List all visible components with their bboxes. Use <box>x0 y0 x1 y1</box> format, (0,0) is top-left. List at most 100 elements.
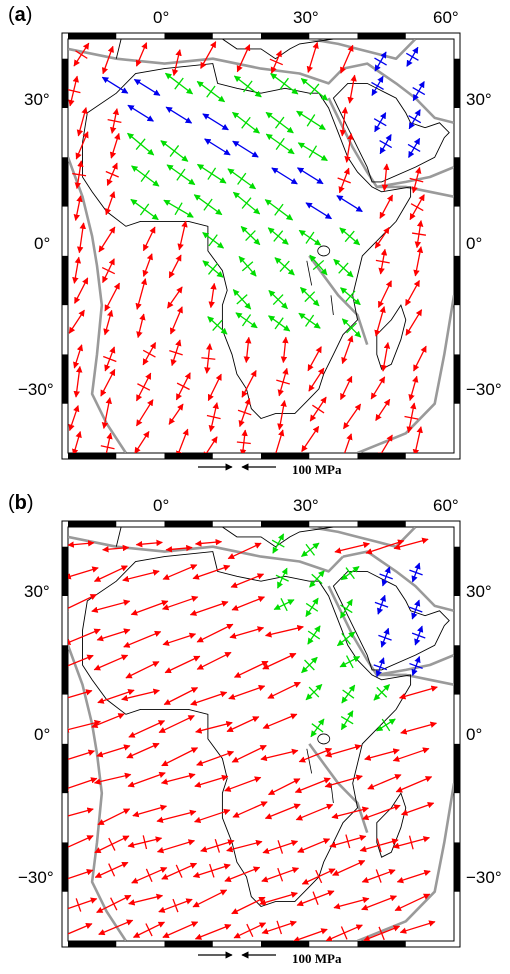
plate-boundary <box>342 62 454 125</box>
stress-axis <box>103 309 114 336</box>
stress-axis-minor <box>408 835 414 850</box>
stress-axis-minor <box>271 539 285 548</box>
stress-axis <box>68 540 95 548</box>
panel-a-letter: (a) <box>8 4 33 26</box>
stress-axis-minor <box>139 203 150 216</box>
stress-axis <box>156 809 197 823</box>
plate-boundary <box>68 156 127 453</box>
stress-axis <box>344 132 354 163</box>
stress-axis-minor <box>169 145 180 157</box>
stress-axis <box>133 78 161 96</box>
stress-axis-minor <box>108 837 116 851</box>
panel-b-lon-30-label: 30° <box>293 496 319 515</box>
arabia-coastline <box>332 570 450 671</box>
stress-axis <box>68 869 94 884</box>
stress-axis <box>336 195 363 213</box>
stress-axis <box>96 744 131 758</box>
frame-segment <box>62 842 68 892</box>
panel-b-lat-30-left: 30° <box>24 582 50 601</box>
stress-axis <box>294 777 331 794</box>
stress-axis <box>243 336 252 364</box>
stress-axis-minor <box>208 234 218 247</box>
europe-coastline <box>115 527 334 548</box>
europe-coastline <box>115 39 334 60</box>
madagascar-coastline <box>376 304 407 370</box>
stress-axis-minor <box>374 57 387 66</box>
stress-axis <box>196 651 232 670</box>
stress-axis-minor <box>142 835 148 850</box>
panel-b-letter: (b) <box>8 492 34 514</box>
stress-axis-minor <box>378 926 385 941</box>
frame-segment <box>62 58 68 108</box>
frame-segment <box>68 521 117 527</box>
stress-axis <box>398 685 438 700</box>
stress-axis-minor <box>68 89 81 94</box>
stress-axis-minor <box>373 664 388 671</box>
stress-axis <box>68 405 80 432</box>
stress-axis <box>202 113 229 131</box>
panel-b-lon-0-label: 0° <box>153 496 170 515</box>
stress-axis <box>264 803 301 820</box>
lake-tanganyika <box>306 748 313 774</box>
stress-axis <box>341 335 354 365</box>
plate-boundary <box>342 550 454 613</box>
stress-axis-minor <box>176 168 186 181</box>
stress-axis <box>158 715 195 734</box>
stress-axis <box>308 367 325 392</box>
panel-b-lat-0-left: 0° <box>34 725 51 744</box>
stress-axis-minor <box>408 606 423 613</box>
stress-axis <box>134 430 150 453</box>
frame-segment <box>261 941 310 947</box>
plate-boundary <box>376 673 454 686</box>
stress-axis-minor <box>277 840 284 854</box>
stress-axis <box>377 280 392 308</box>
stress-axis-minor <box>241 197 252 209</box>
lake-malawi <box>330 783 334 804</box>
stress-axis <box>101 45 114 75</box>
stress-axis-minor <box>75 50 88 59</box>
stress-axis-minor <box>273 230 284 242</box>
stress-axis-minor <box>304 291 316 303</box>
stress-axis-minor <box>312 404 325 414</box>
stress-axis <box>200 41 217 69</box>
stress-axis-minor <box>338 262 349 274</box>
stress-axis-minor <box>142 349 156 358</box>
stress-axis-minor <box>272 294 284 306</box>
stress-axis <box>100 368 116 397</box>
frame-segment <box>62 354 68 404</box>
stress-axis <box>162 632 197 646</box>
stress-axis-minor <box>305 543 316 556</box>
stress-axis <box>361 895 397 911</box>
stress-axis <box>229 626 265 639</box>
stress-axis <box>340 375 353 401</box>
frame-segment <box>454 546 460 596</box>
stress-axis-minor <box>379 140 393 149</box>
plate-boundary <box>309 39 417 60</box>
frame-segment <box>164 521 213 527</box>
stress-axis <box>192 564 231 580</box>
stress-axis-minor <box>305 231 315 244</box>
stress-axis <box>193 808 231 824</box>
stress-axis <box>68 777 98 792</box>
stress-axis <box>400 801 435 816</box>
stress-axis-minor <box>411 232 427 236</box>
stress-axis <box>395 776 433 793</box>
stress-axis-minor <box>405 52 419 61</box>
stress-axis-minor <box>340 716 354 725</box>
stress-axis-minor <box>237 409 252 416</box>
stress-axis <box>405 279 420 307</box>
stress-axis <box>190 691 228 706</box>
panel-b-lon-60-label: 60° <box>433 496 459 515</box>
stress-axis-minor <box>135 138 146 150</box>
stress-axis <box>73 195 83 221</box>
stress-axis <box>135 539 163 548</box>
frame-segment <box>62 645 68 695</box>
panel-a-lat-30-left: 30° <box>24 90 50 109</box>
stress-axis <box>272 429 285 453</box>
lake-victoria <box>317 245 331 257</box>
stress-axis <box>340 44 354 74</box>
frame-segment <box>261 33 310 39</box>
stress-axis-minor <box>169 350 183 356</box>
stress-axis <box>121 688 160 702</box>
